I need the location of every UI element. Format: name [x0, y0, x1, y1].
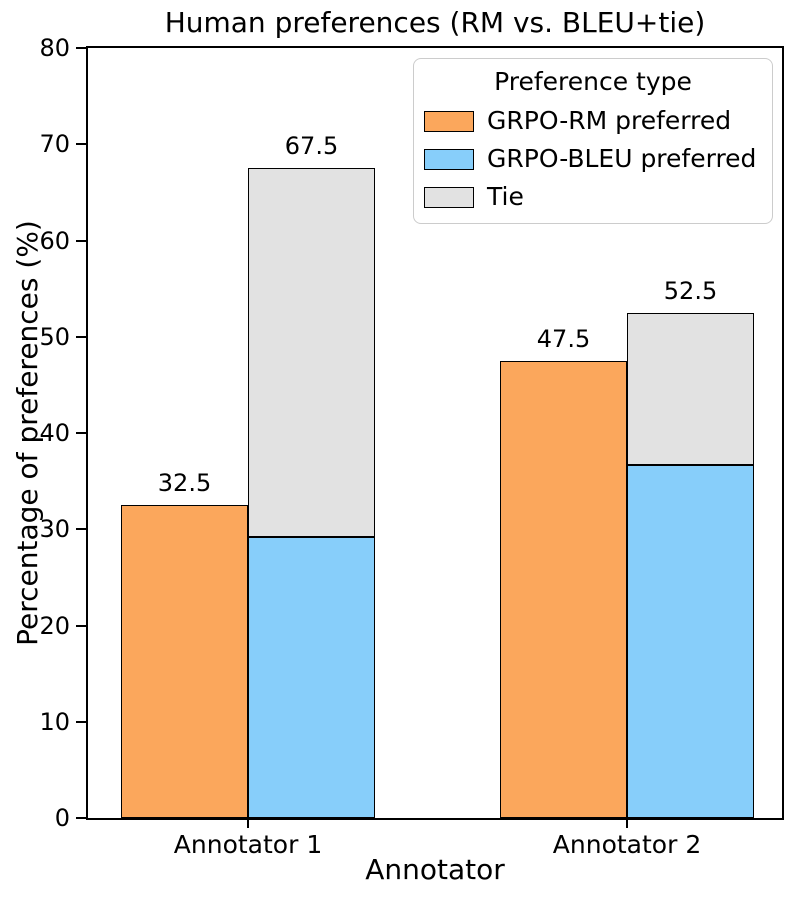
bar-grpo-rm-preferred-1 [121, 505, 248, 818]
y-tick-label: 20 [39, 611, 70, 640]
y-tick-mark [76, 335, 86, 338]
y-tick-label: 0 [54, 804, 70, 832]
y-tick-label: 80 [39, 34, 70, 62]
y-tick-mark [76, 720, 86, 723]
legend-label-tie: Tie [487, 182, 524, 211]
legend-item-grpo-bleu-preferred: GRPO-BLEU preferred [424, 145, 762, 173]
y-tick-mark [76, 432, 86, 434]
x-tick-mark [247, 820, 249, 828]
legend-swatch-tie-icon [424, 186, 474, 208]
bar-segment-tie-2 [627, 312, 754, 465]
legend: Preference type GRPO-RM preferred GRPO-B… [413, 58, 773, 224]
y-tick-label: 60 [39, 226, 70, 255]
bar-grpo-rm-preferred-2 [500, 360, 627, 818]
y-tick-label: 10 [39, 707, 70, 736]
chart-title: Human preferences (RM vs. BLEU+tie) [164, 6, 706, 39]
legend-swatch-grpo-rm-icon [424, 110, 474, 132]
bar-value-label: 47.5 [536, 324, 591, 353]
legend-item-grpo-rm-preferred: GRPO-RM preferred [424, 107, 762, 135]
legend-label-grpo-rm: GRPO-RM preferred [487, 106, 732, 135]
legend-label-grpo-bleu: GRPO-BLEU preferred [487, 144, 757, 173]
y-tick-label: 30 [39, 515, 70, 544]
legend-item-tie: Tie [424, 183, 762, 211]
y-tick-mark [76, 143, 86, 146]
bar-segment-tie-1 [248, 168, 375, 537]
x-axis-label: Annotator [365, 853, 505, 886]
y-tick-mark [76, 528, 86, 531]
y-tick-label: 40 [39, 419, 70, 447]
bar-value-label: 32.5 [157, 469, 212, 498]
bar-segment-grpo-bleu-preferred-2 [627, 464, 754, 818]
y-tick-mark [76, 817, 86, 819]
y-tick-mark [76, 624, 86, 627]
bar-value-label: 52.5 [663, 276, 718, 305]
legend-swatch-grpo-bleu-icon [424, 148, 474, 170]
y-tick-mark [76, 239, 86, 242]
x-tick-label: Annotator 2 [552, 830, 702, 859]
bar-segment-grpo-bleu-preferred-1 [248, 536, 375, 818]
y-tick-label: 50 [39, 322, 70, 351]
x-tick-mark [626, 820, 628, 828]
legend-title: Preference type [494, 67, 692, 96]
x-tick-label: Annotator 1 [173, 830, 323, 859]
bar-value-label: 67.5 [284, 132, 339, 161]
y-tick-label: 70 [39, 130, 70, 159]
y-tick-mark [76, 47, 86, 49]
